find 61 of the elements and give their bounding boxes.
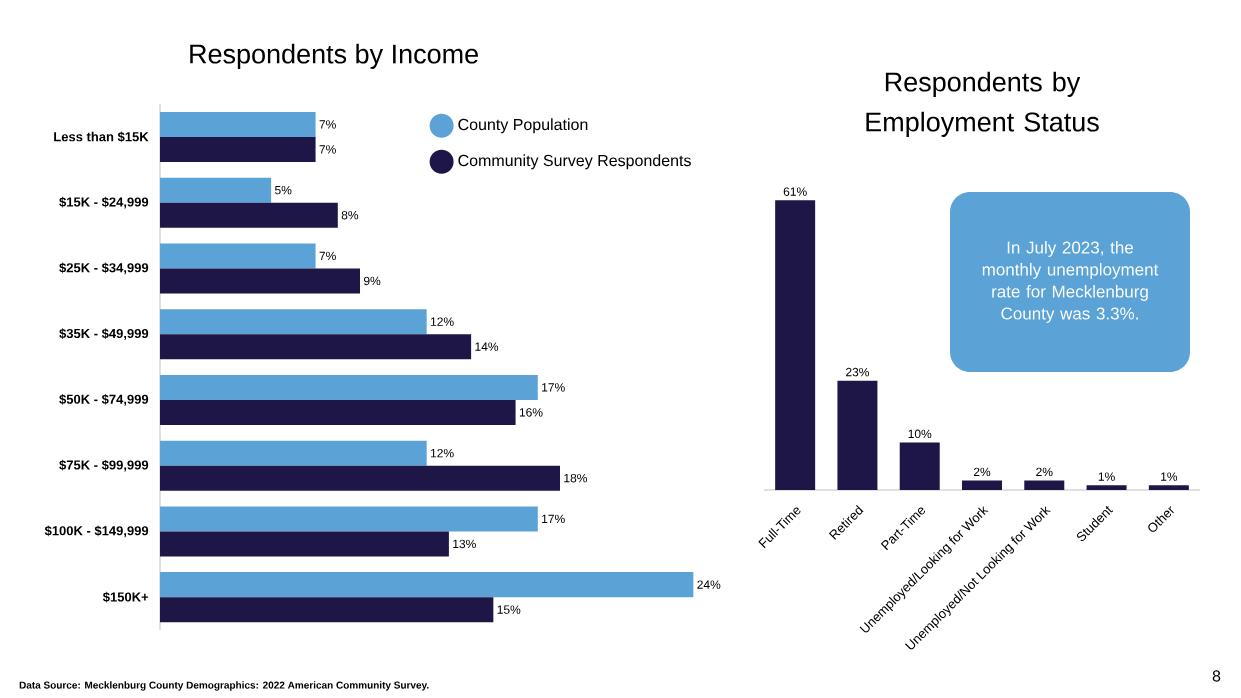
y-tick-label: $50K - $74,999 xyxy=(59,394,149,406)
data-label: 1% xyxy=(1098,472,1115,481)
bar xyxy=(160,597,494,623)
data-label: 14% xyxy=(475,342,499,351)
bar xyxy=(160,268,361,294)
legend-label: Community Survey Respondents xyxy=(458,154,691,170)
data-label: 12% xyxy=(430,317,454,326)
bar xyxy=(837,380,878,490)
chart-title: Respondents by Employment Status xyxy=(866,71,1099,137)
bar xyxy=(160,177,272,203)
bar xyxy=(160,243,316,269)
data-label: 15% xyxy=(497,605,521,614)
bar xyxy=(160,531,449,557)
data-label: 7% xyxy=(319,145,336,154)
y-tick-label: $150K+ xyxy=(102,591,149,603)
legend-label: County Population xyxy=(458,118,588,134)
data-label: 13% xyxy=(453,539,476,549)
data-label: 18% xyxy=(564,473,588,483)
y-tick-label: Less than $15K xyxy=(54,131,149,143)
data-label: 12% xyxy=(430,448,454,458)
data-label: 24% xyxy=(697,580,721,589)
chart-title: Respondents by Income xyxy=(190,43,478,69)
y-tick-label: $75K - $99,999 xyxy=(59,459,149,472)
bar xyxy=(160,111,316,137)
y-tick-label: $35K - $49,999 xyxy=(59,328,149,340)
text: 8 xyxy=(1212,670,1221,682)
bar xyxy=(160,136,316,162)
bar xyxy=(775,200,816,490)
bar xyxy=(1024,480,1065,490)
data-label: 1% xyxy=(1161,472,1178,481)
data-label: 8% xyxy=(341,210,359,220)
bar xyxy=(1086,485,1127,490)
annotation: In July 2023, the monthly unemployment rate for Mecklenburg County was 3.3%. xyxy=(982,241,1159,323)
bar xyxy=(962,480,1002,490)
data-label: 23% xyxy=(846,367,870,377)
bar xyxy=(160,572,694,598)
bar xyxy=(160,374,538,400)
bar xyxy=(160,506,538,532)
bar xyxy=(899,442,940,490)
data-label: 2% xyxy=(973,467,991,477)
data-label: 2% xyxy=(1036,467,1053,477)
bar xyxy=(160,440,427,466)
y-tick-label: $100K - $149,999 xyxy=(44,525,149,538)
y-tick-label: $25K - $34,999 xyxy=(59,262,149,275)
bar xyxy=(160,334,472,360)
bar xyxy=(160,465,561,491)
data-label: 7% xyxy=(319,120,336,129)
bar xyxy=(160,309,427,335)
data-label: 16% xyxy=(519,408,543,417)
bar xyxy=(160,399,516,425)
bar xyxy=(1148,485,1189,490)
data-label: 17% xyxy=(542,514,565,524)
data-label: 61% xyxy=(783,187,807,196)
y-tick-label: $15K - $24,999 xyxy=(59,196,149,209)
data-label: 10% xyxy=(908,429,932,439)
source-note: Data Source: Mecklenburg County Demographics: 2022 American Community Survey. xyxy=(19,681,429,691)
data-label: 7% xyxy=(319,251,336,261)
bar xyxy=(160,202,338,228)
data-label: 17% xyxy=(542,383,565,392)
data-label: 5% xyxy=(274,185,292,195)
data-label: 9% xyxy=(363,276,381,286)
